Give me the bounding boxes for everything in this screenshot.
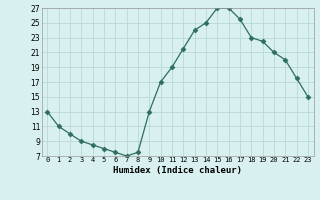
X-axis label: Humidex (Indice chaleur): Humidex (Indice chaleur) xyxy=(113,166,242,175)
